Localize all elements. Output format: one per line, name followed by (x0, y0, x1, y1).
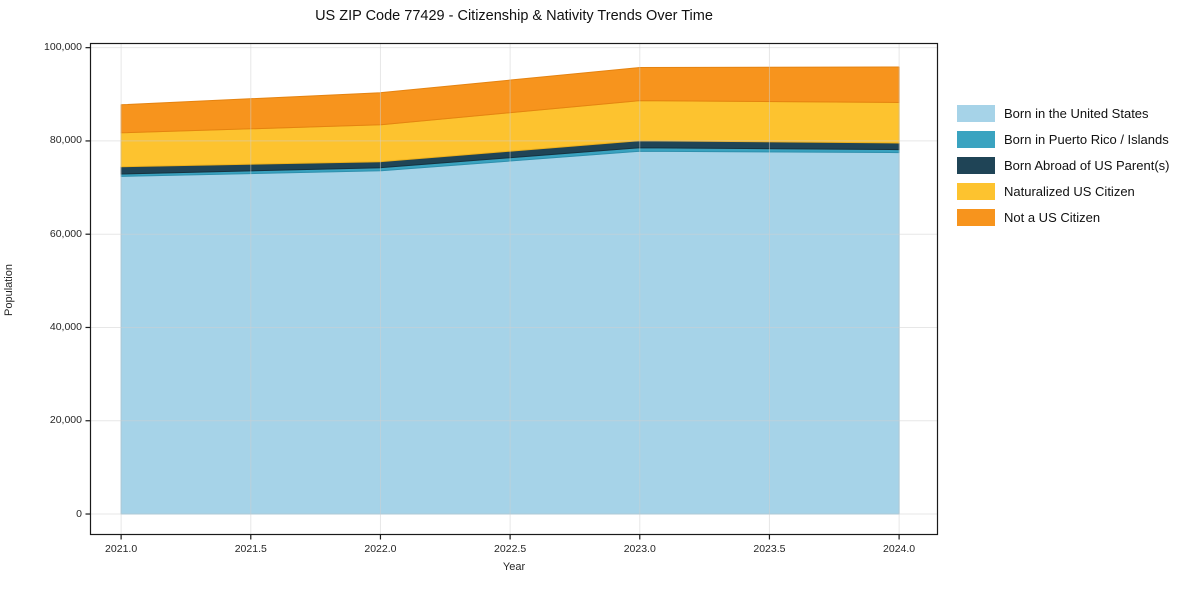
legend-item: Not a US Citizen (957, 209, 1169, 226)
y-tick-label: 40,000 (49, 320, 82, 333)
legend-item: Naturalized US Citizen (957, 183, 1169, 200)
legend-label: Born in Puerto Rico / Islands (1004, 132, 1169, 147)
legend-swatch (957, 183, 995, 200)
y-tick-label: 80,000 (49, 134, 82, 147)
x-tick-label: 2022.0 (364, 543, 397, 555)
y-tick-label: 20,000 (49, 414, 82, 427)
x-axis-label: Year (502, 561, 526, 573)
x-tick-label: 2022.5 (494, 543, 527, 555)
legend-item: Born Abroad of US Parent(s) (957, 157, 1169, 174)
legend-swatch (957, 157, 995, 174)
x-tick-label: 2023.0 (623, 543, 656, 555)
legend-item: Born in Puerto Rico / Islands (957, 131, 1169, 148)
plot-area (85, 42, 939, 540)
chart-title: US ZIP Code 77429 - Citizenship & Nativi… (315, 8, 713, 24)
x-tick-label: 2023.5 (753, 543, 786, 555)
legend-item: Born in the United States (957, 105, 1169, 122)
legend-label: Not a US Citizen (1004, 210, 1101, 225)
legend-label: Born in the United States (1004, 106, 1149, 121)
x-tick-label: 2021.0 (105, 543, 138, 555)
x-tick-label: 2021.5 (234, 543, 267, 555)
legend-label: Born Abroad of US Parent(s) (1004, 158, 1170, 173)
legend-swatch (957, 105, 995, 122)
y-tick-label: 60,000 (49, 227, 82, 240)
legend-swatch (957, 131, 995, 148)
y-tick-label: 100,000 (44, 41, 82, 54)
legend: Born in the United States Born in Puerto … (957, 105, 1169, 235)
legend-swatch (957, 209, 995, 226)
x-tick-label: 2024.0 (883, 543, 916, 555)
y-axis-label: Population (3, 264, 15, 316)
legend-label: Naturalized US Citizen (1004, 184, 1135, 199)
plot-border (89, 42, 939, 536)
y-tick-label: 0 (76, 507, 82, 520)
